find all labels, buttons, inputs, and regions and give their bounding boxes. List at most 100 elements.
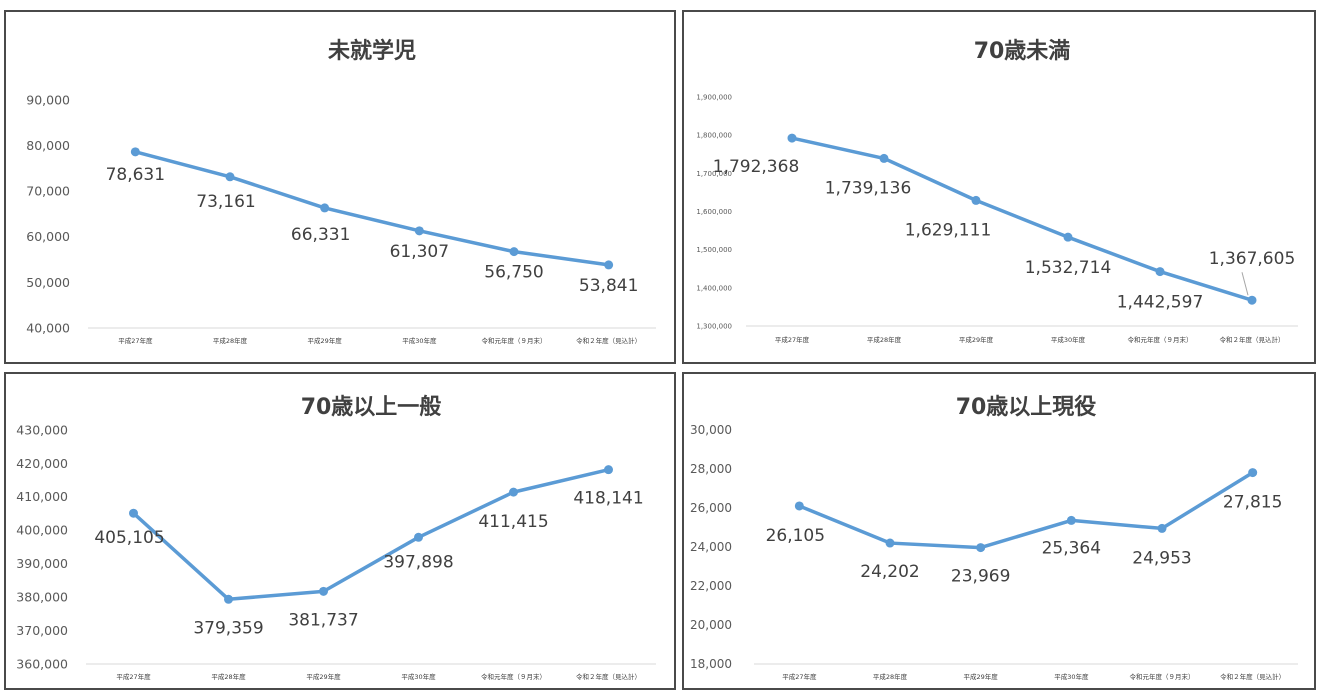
chart-2-series-line <box>131 467 611 602</box>
chart-1-category-label: 平成30年度 <box>1051 335 1086 344</box>
chart-0-category-label: 平成28年度 <box>213 336 248 345</box>
chart-under-70: 70歳未満 1,300,000 1,400,000 1,500,000 1,600,00… <box>696 38 1298 344</box>
chart-1-y-tick-label: 1,500,000 <box>696 246 732 254</box>
chart-3-data-label: 26,105 <box>766 526 825 546</box>
chart-0-data-point <box>320 203 330 213</box>
chart-panel-preschool: 未就学児 40,000 50,000 60,000 70,000 80,000 90,000… <box>4 10 676 364</box>
chart-2-data-label: 418,141 <box>573 489 643 509</box>
chart-1-series-line <box>790 136 1254 302</box>
chart-2-y-tick-label: 430,000 <box>16 422 68 437</box>
chart-1-data-point <box>1155 267 1165 277</box>
chart-2-title: 70歳以上一般 <box>301 394 442 420</box>
chart-0-data-label: 66,331 <box>291 225 350 245</box>
chart-0-category-label: 令和２年度（見込計） <box>576 336 641 345</box>
chart-0-data-label: 56,750 <box>484 263 543 283</box>
chart-70-plus-general: 70歳以上一般 360,000 370,000 380,000 390,000 400,0… <box>16 394 656 681</box>
chart-1-title: 70歳未満 <box>974 38 1071 64</box>
chart-0-data-label: 73,161 <box>196 192 255 212</box>
chart-3-y-tick-label: 28,000 <box>690 462 732 476</box>
chart-0-y-tick-label: 90,000 <box>26 92 70 107</box>
chart-0-category-label: 平成29年度 <box>308 336 343 345</box>
chart-0-y-tick-label: 70,000 <box>26 184 70 199</box>
chart-panel-under-70: 70歳未満 1,300,000 1,400,000 1,500,000 1,600,00… <box>682 10 1316 364</box>
chart-0-data-label: 53,841 <box>579 276 638 296</box>
chart-1-data-point <box>1063 232 1073 242</box>
chart-3-data-point <box>1157 523 1167 533</box>
chart-3-y-tick-label: 18,000 <box>690 657 732 671</box>
chart-2-category-label: 平成29年度 <box>306 672 341 681</box>
chart-3-data-point <box>976 543 986 553</box>
chart-0-data-label: 61,307 <box>390 242 449 262</box>
chart-3-y-tick-label: 26,000 <box>690 501 732 515</box>
chart-3-data-point <box>794 501 804 511</box>
chart-3-category-label: 令和２年度（見込計） <box>1220 672 1285 681</box>
chart-2-data-point <box>319 586 328 596</box>
chart-2-y-tick-label: 420,000 <box>16 456 68 471</box>
chart-3-category-label: 令和元年度（９月末） <box>1130 672 1195 681</box>
chart-2-data-label: 379,359 <box>193 618 263 638</box>
chart-1-data-label: 1,532,714 <box>1025 258 1112 278</box>
chart-3-data-label: 27,815 <box>1223 493 1282 513</box>
chart-0-category-label: 令和元年度（９月末） <box>482 336 547 345</box>
chart-1-data-label: 1,442,597 <box>1117 293 1204 313</box>
chart-1-y-tick-label: 1,900,000 <box>696 93 732 101</box>
chart-0-y-tick-label: 60,000 <box>26 229 70 244</box>
chart-3-data-point <box>1248 468 1258 478</box>
chart-2-y-tick-label: 370,000 <box>16 623 68 638</box>
chart-3-data-label: 24,202 <box>860 562 919 582</box>
chart-0-data-point <box>225 172 235 182</box>
chart-2-category-label: 平成30年度 <box>401 672 436 681</box>
chart-0-y-tick-label: 50,000 <box>26 275 70 290</box>
chart-3-data-label: 25,364 <box>1042 538 1101 558</box>
chart-3-category-label: 平成28年度 <box>873 672 908 681</box>
chart-3-data-label: 23,969 <box>951 567 1010 587</box>
chart-1-data-point <box>971 195 981 205</box>
chart-2-category-label: 令和元年度（９月末） <box>481 672 546 681</box>
chart-2-category-label: 令和２年度（見込計） <box>576 672 641 681</box>
chart-0-series-line <box>133 150 611 267</box>
chart-2-data-point <box>129 508 138 518</box>
chart-2-data-point <box>414 532 423 542</box>
chart-1-data-label: 1,792,368 <box>713 157 800 177</box>
chart-3-title: 70歳以上現役 <box>956 395 1097 420</box>
chart-2-category-label: 平成28年度 <box>211 672 246 681</box>
chart-0-data-point <box>509 247 519 257</box>
chart-1-category-label: 平成29年度 <box>959 335 994 344</box>
chart-2-data-label: 411,415 <box>478 512 548 532</box>
chart-3-y-tick-label: 22,000 <box>690 579 732 593</box>
chart-panel-70-plus-active: 70歳以上現役 18,000 20,000 22,000 24,000 26,000 28,… <box>682 372 1316 690</box>
chart-1-y-tick-label: 1,400,000 <box>696 284 732 292</box>
chart-1-data-point <box>787 133 797 143</box>
chart-2-y-tick-label: 410,000 <box>16 489 68 504</box>
chart-2-y-tick-label: 400,000 <box>16 523 68 538</box>
chart-1-category-label: 令和２年度（見込計） <box>1220 335 1285 344</box>
chart-2-data-label: 397,898 <box>383 552 453 572</box>
chart-0-y-tick-label: 40,000 <box>26 320 70 335</box>
chart-0-category-label: 平成27年度 <box>118 336 153 345</box>
chart-0-y-tick-label: 80,000 <box>26 138 70 153</box>
chart-0-title: 未就学児 <box>328 38 416 64</box>
chart-0-category-label: 平成30年度 <box>402 336 437 345</box>
chart-3-y-tick-label: 20,000 <box>690 618 732 632</box>
chart-3-data-label: 24,953 <box>1132 548 1191 568</box>
chart-1-data-label: 1,739,136 <box>825 178 912 198</box>
chart-3-y-tick-label: 24,000 <box>690 540 732 554</box>
chart-1-leader-line <box>1241 272 1249 296</box>
chart-2-data-point <box>604 465 613 475</box>
chart-3-category-label: 平成29年度 <box>964 672 999 681</box>
chart-1-data-point <box>1247 295 1257 305</box>
chart-1-data-label: 1,367,605 <box>1209 249 1296 269</box>
chart-2-y-tick-label: 380,000 <box>16 590 68 605</box>
chart-0-data-point <box>414 226 424 236</box>
chart-2-data-label: 405,105 <box>94 528 164 548</box>
chart-0-data-label: 78,631 <box>106 165 165 185</box>
chart-1-y-tick-label: 1,700,000 <box>696 170 732 178</box>
chart-1-y-tick-label: 1,300,000 <box>696 322 732 330</box>
chart-1-category-label: 令和元年度（９月末） <box>1128 335 1193 344</box>
chart-1-data-label: 1,629,111 <box>905 220 992 240</box>
chart-3-category-label: 平成27年度 <box>782 672 817 681</box>
chart-2-data-point <box>224 594 233 604</box>
chart-1-y-tick-label: 1,600,000 <box>696 208 732 216</box>
chart-3-data-point <box>1066 515 1076 525</box>
chart-3-y-tick-label: 30,000 <box>690 423 732 437</box>
